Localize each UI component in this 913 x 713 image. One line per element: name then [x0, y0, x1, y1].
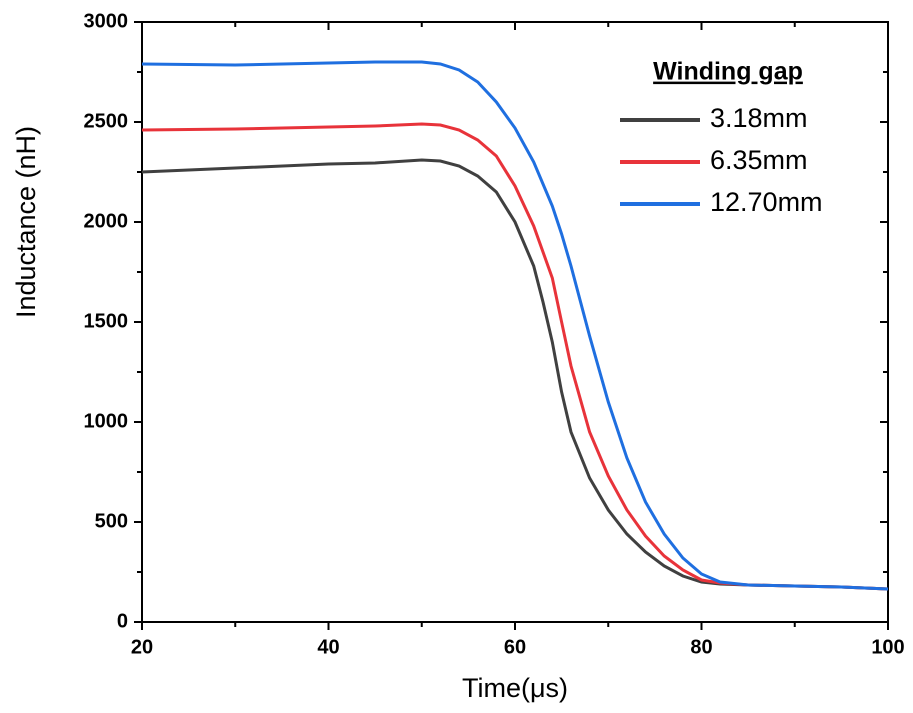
- y-tick-label: 500: [95, 510, 128, 532]
- legend-label: 12.70mm: [710, 187, 823, 217]
- y-tick-label: 1000: [84, 410, 129, 432]
- line-series: [141, 158, 889, 591]
- x-tick-label: 60: [504, 636, 526, 658]
- line-series: [141, 60, 889, 591]
- y-tick-label: 2000: [84, 210, 129, 232]
- line-series: [141, 122, 889, 591]
- x-tick-label: 80: [690, 636, 712, 658]
- y-tick-label: 2500: [84, 110, 129, 132]
- y-tick-label: 0: [117, 610, 128, 632]
- y-tick-label: 3000: [84, 10, 129, 32]
- y-tick-label: 1500: [84, 310, 129, 332]
- x-tick-label: 100: [871, 636, 904, 658]
- legend-label: 3.18mm: [710, 103, 808, 133]
- x-tick-label: 20: [131, 636, 153, 658]
- x-tick-label: 40: [317, 636, 339, 658]
- x-axis-label: Time(μs): [462, 673, 568, 703]
- legend-title: Winding gap: [653, 58, 803, 86]
- legend-label: 6.35mm: [710, 145, 808, 175]
- y-axis-label: Inductance (nH): [11, 126, 41, 318]
